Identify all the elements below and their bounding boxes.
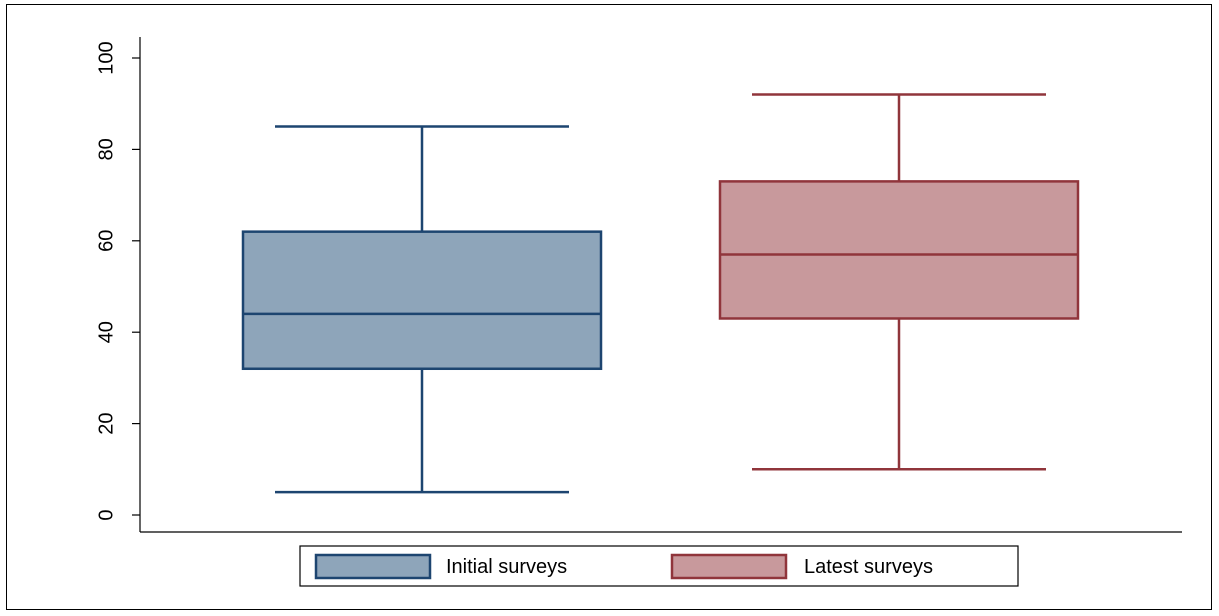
legend-swatch (314, 553, 432, 580)
y-tick-label: 0 (95, 509, 117, 520)
y-tick-label: 60 (95, 230, 117, 252)
plot-area (241, 93, 1080, 494)
interquartile-box (241, 230, 603, 371)
y-tick-label: 100 (95, 41, 117, 74)
y-tick-label: 40 (95, 321, 117, 343)
legend-label: Initial surveys (446, 556, 567, 578)
box-initial-surveys (241, 125, 603, 494)
box-latest-surveys (718, 93, 1080, 471)
y-axis: 0 20 40 60 80 100 (95, 37, 1182, 533)
legend-label: Latest surveys (804, 556, 933, 578)
interquartile-box (718, 180, 1080, 320)
legend-swatch (670, 553, 788, 580)
legend: Initial surveys Latest surveys (299, 545, 1019, 587)
y-tick-label: 80 (95, 138, 117, 160)
y-tick-label: 20 (95, 412, 117, 434)
